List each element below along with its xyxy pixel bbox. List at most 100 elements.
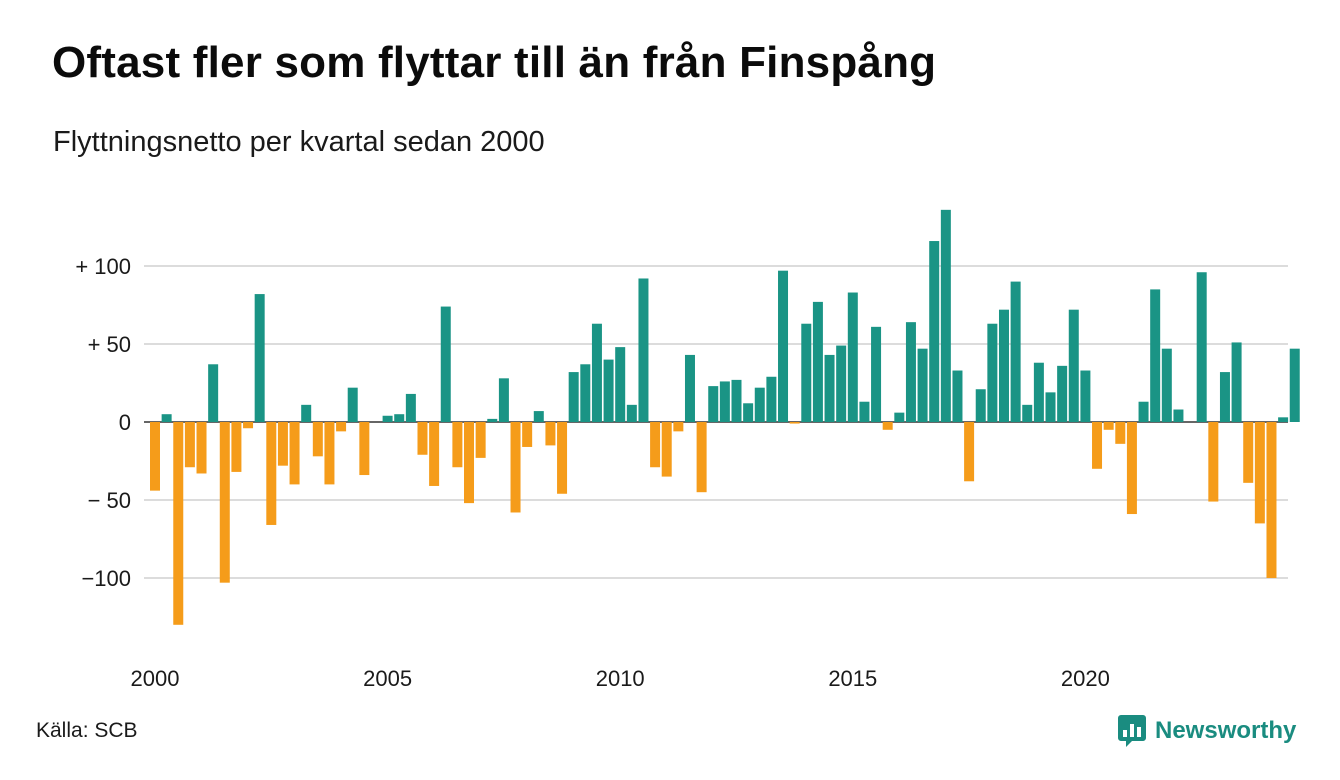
bar	[929, 241, 940, 422]
bar	[173, 422, 184, 625]
bar	[1196, 272, 1207, 422]
bar	[1115, 422, 1126, 444]
bar	[150, 422, 160, 491]
bar	[1138, 401, 1149, 422]
bar	[719, 381, 730, 422]
bar	[336, 422, 347, 432]
brand-logo[interactable]: Newsworthy	[1118, 714, 1296, 748]
bar	[778, 270, 789, 422]
y-tick-label: −100	[81, 566, 131, 591]
bar	[836, 345, 847, 422]
bar	[789, 422, 800, 424]
bar	[568, 372, 579, 422]
bar	[405, 393, 416, 422]
bar	[952, 370, 963, 422]
chart-subtitle: Flyttningsnetto per kvartal sedan 2000	[53, 126, 545, 158]
bar	[394, 414, 405, 422]
bar	[382, 415, 393, 422]
bar	[1126, 422, 1137, 515]
bar	[498, 378, 509, 422]
bar	[208, 364, 219, 422]
bar	[533, 411, 544, 422]
bar	[196, 422, 207, 474]
bar	[289, 422, 300, 485]
bar	[243, 422, 254, 429]
bar	[161, 414, 172, 422]
bar	[871, 326, 882, 422]
bar	[1231, 342, 1242, 422]
bar	[638, 278, 649, 422]
bar	[603, 359, 614, 422]
bar-chart-speech-bubble-icon	[1118, 715, 1146, 747]
bar	[1033, 362, 1044, 422]
x-tick-label: 2020	[1061, 666, 1110, 691]
bar	[417, 422, 428, 455]
bar	[1266, 422, 1277, 578]
bar	[347, 387, 358, 422]
bar	[510, 422, 521, 513]
bars	[150, 209, 1300, 625]
bar	[1161, 348, 1172, 422]
bar	[324, 422, 335, 485]
bar	[487, 418, 498, 422]
bar	[1022, 404, 1033, 422]
bar	[894, 412, 905, 422]
bar	[312, 422, 323, 457]
bar	[557, 422, 568, 494]
bar	[684, 354, 695, 422]
bar	[580, 364, 591, 422]
bar	[812, 301, 823, 422]
bar	[673, 422, 684, 432]
bar	[440, 306, 451, 422]
bar	[1254, 422, 1265, 524]
bar	[452, 422, 463, 468]
bar	[591, 323, 602, 422]
bar	[847, 292, 858, 422]
bar	[1150, 289, 1161, 422]
bar	[219, 422, 230, 583]
bar	[743, 403, 754, 422]
bar	[1278, 417, 1289, 422]
source-note: Källa: SCB	[36, 719, 138, 742]
y-tick-label: + 100	[75, 254, 131, 279]
brand-name: Newsworthy	[1155, 717, 1297, 744]
y-tick-label: − 50	[88, 488, 131, 513]
bar	[754, 387, 765, 422]
bar	[801, 323, 812, 422]
bar	[184, 422, 195, 468]
bar	[1103, 422, 1114, 430]
bar	[1068, 309, 1079, 422]
bar	[301, 404, 312, 422]
bar	[231, 422, 242, 472]
bar	[429, 422, 440, 486]
bar	[277, 422, 288, 466]
bar	[708, 386, 719, 422]
x-tick-label: 2015	[828, 666, 877, 691]
bar	[1057, 365, 1068, 422]
bar	[359, 422, 370, 476]
bar	[254, 294, 265, 422]
bar	[917, 348, 928, 422]
bar	[1219, 372, 1230, 422]
bar	[464, 422, 475, 504]
bar	[1080, 370, 1091, 422]
bar	[626, 404, 637, 422]
bar	[1208, 422, 1219, 502]
y-tick-label: + 50	[88, 332, 131, 357]
bar	[998, 309, 1009, 422]
bar	[1173, 409, 1184, 422]
bar	[661, 422, 672, 477]
bar	[987, 323, 998, 422]
bar	[545, 422, 556, 446]
axis-labels: + 100 + 50 0 − 50 −100 2000 2005 2010 2015 2020	[75, 254, 1110, 691]
bar	[859, 401, 870, 422]
bar	[1092, 422, 1103, 469]
bar	[964, 422, 975, 482]
bar	[522, 422, 533, 447]
bar	[975, 389, 986, 422]
bar	[905, 322, 916, 422]
bar	[824, 354, 835, 422]
bar	[475, 422, 486, 458]
bar	[882, 422, 893, 430]
bar	[1243, 422, 1254, 483]
